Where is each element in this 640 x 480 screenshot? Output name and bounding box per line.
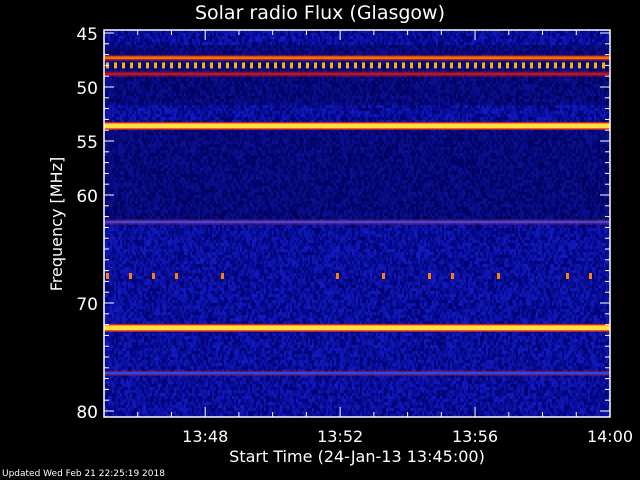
spectral-burst: [354, 62, 357, 69]
emission-band: [104, 372, 610, 375]
spectral-burst: [152, 273, 155, 279]
spectral-burst: [258, 62, 261, 69]
spectral-burst: [138, 62, 141, 69]
spectral-burst: [602, 62, 605, 69]
spectral-burst: [314, 62, 317, 69]
spectral-burst: [498, 62, 501, 69]
spectral-burst: [586, 62, 589, 69]
spectral-burst: [418, 62, 421, 69]
spectral-burst: [434, 62, 437, 69]
spectral-burst: [114, 62, 117, 69]
spectral-burst: [570, 62, 573, 69]
spectral-burst: [186, 62, 189, 69]
spectral-burst: [562, 62, 565, 69]
x-tick-label: 13:52: [317, 427, 363, 446]
spectral-burst: [497, 273, 500, 279]
plot-frame: [103, 29, 611, 418]
spectral-burst: [530, 62, 533, 69]
emission-band: [104, 325, 610, 331]
emission-band: [104, 56, 610, 60]
spectral-burst: [428, 273, 431, 279]
spectral-burst: [402, 62, 405, 69]
spectral-burst: [175, 273, 178, 279]
spectral-burst: [362, 62, 365, 69]
spectral-burst: [466, 62, 469, 69]
spectral-burst: [330, 62, 333, 69]
x-tick-label: 14:00: [587, 427, 633, 446]
y-axis-label: Frequency [MHz]: [47, 157, 66, 291]
spectral-burst: [382, 273, 385, 279]
spectral-burst: [178, 62, 181, 69]
y-tick-label: 70: [76, 295, 98, 315]
spectral-burst: [594, 62, 597, 69]
spectral-burst: [210, 62, 213, 69]
y-tick-label: 55: [76, 133, 98, 153]
spectral-burst: [122, 62, 125, 69]
spectral-burst: [130, 62, 133, 69]
spectral-burst: [394, 62, 397, 69]
emission-band: [104, 123, 610, 129]
spectral-burst: [474, 62, 477, 69]
spectral-burst: [450, 62, 453, 69]
spectral-burst: [346, 62, 349, 69]
spectral-burst: [106, 273, 109, 279]
spectral-burst: [426, 62, 429, 69]
x-tick-label: 13:56: [452, 427, 498, 446]
spectral-burst: [589, 273, 592, 279]
spectral-burst: [336, 273, 339, 279]
spectral-burst: [322, 62, 325, 69]
spectral-burst: [370, 62, 373, 69]
emission-band: [104, 73, 610, 76]
x-tick-label: 13:48: [182, 427, 228, 446]
spectral-burst: [162, 62, 165, 69]
y-tick-label: 60: [76, 187, 98, 207]
spectral-burst: [146, 62, 149, 69]
y-tick-label: 80: [76, 403, 98, 423]
spectral-burst: [170, 62, 173, 69]
spectral-burst: [506, 62, 509, 69]
spectral-burst: [226, 62, 229, 69]
spectral-burst: [266, 62, 269, 69]
x-axis-label: Start Time (24-Jan-13 13:45:00): [229, 447, 485, 466]
spectral-burst: [129, 273, 132, 279]
spectral-burst: [221, 273, 224, 279]
spectral-burst: [386, 62, 389, 69]
spectral-burst: [538, 62, 541, 69]
spectral-burst: [514, 62, 517, 69]
spectral-burst: [298, 62, 301, 69]
spectral-burst: [410, 62, 413, 69]
spectral-burst: [282, 62, 285, 69]
spectral-burst: [546, 62, 549, 69]
spectral-burst: [378, 62, 381, 69]
spectral-burst: [218, 62, 221, 69]
spectral-burst: [194, 62, 197, 69]
updated-timestamp: Updated Wed Feb 21 22:25:19 2018: [2, 469, 165, 479]
spectral-burst: [522, 62, 525, 69]
spectral-burst: [306, 62, 309, 69]
spectral-burst: [482, 62, 485, 69]
spectral-burst: [554, 62, 557, 69]
spectral-burst: [202, 62, 205, 69]
spectral-burst: [338, 62, 341, 69]
emission-band: [104, 221, 610, 223]
spectral-burst: [458, 62, 461, 69]
spectral-burst: [490, 62, 493, 69]
spectral-burst: [234, 62, 237, 69]
spectral-burst: [578, 62, 581, 69]
y-tick-label: 45: [76, 25, 98, 45]
spectral-burst: [250, 62, 253, 69]
spectral-burst: [274, 62, 277, 69]
spectral-burst: [442, 62, 445, 69]
spectral-burst: [290, 62, 293, 69]
spectral-burst: [154, 62, 157, 69]
spectral-burst: [566, 273, 569, 279]
spectral-burst: [451, 273, 454, 279]
spectral-burst: [242, 62, 245, 69]
y-tick-label: 50: [76, 79, 98, 99]
chart-title: Solar radio Flux (Glasgow): [194, 2, 446, 24]
